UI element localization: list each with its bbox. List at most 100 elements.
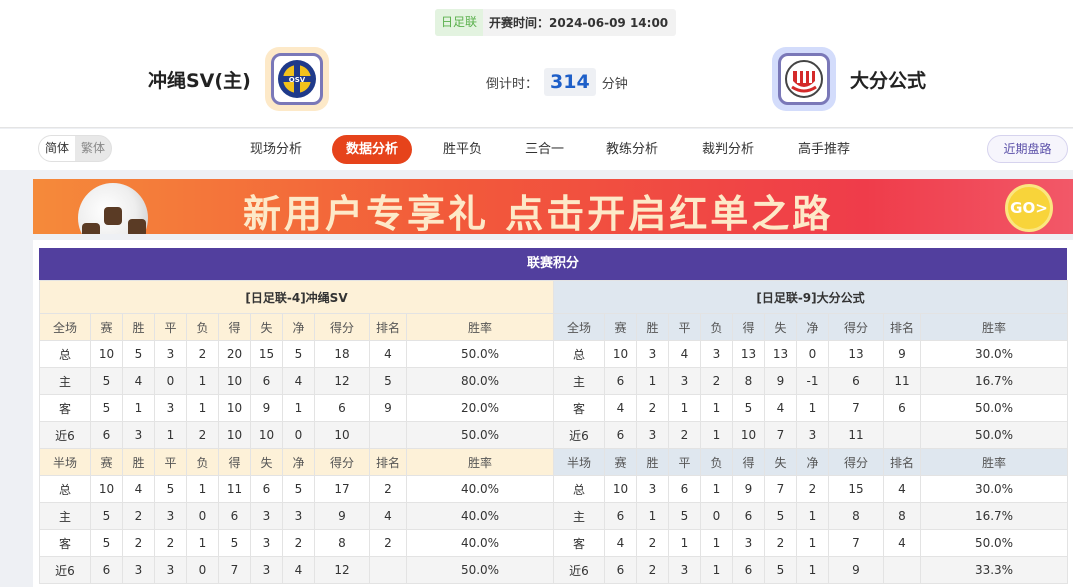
column-header: 得分 (314, 448, 370, 476)
table-cell: 10 (218, 421, 251, 449)
table-cell: 0 (186, 556, 219, 584)
away-team-logo[interactable] (772, 47, 836, 111)
home-team[interactable]: 冲绳SV(主) OSV (148, 47, 329, 111)
tab-coach-analysis[interactable]: 教练分析 (606, 142, 659, 157)
table-cell: 5 (282, 475, 315, 503)
table-cell: 6 (250, 475, 283, 503)
table-cell: 1 (700, 394, 733, 422)
column-header: 胜率 (920, 313, 1068, 341)
row-label: 客 (553, 394, 605, 422)
promo-banner[interactable]: 新用户专享礼 点击开启红单之路 GO> (33, 179, 1073, 234)
table-cell: 5 (732, 394, 765, 422)
table-cell: 2 (700, 367, 733, 395)
table-cell: 6 (90, 556, 123, 584)
table-cell: 4 (604, 394, 637, 422)
table-cell: 10 (732, 421, 765, 449)
language-toggle[interactable]: 简体 繁体 (38, 135, 113, 162)
full-column-header: 全场赛胜平负得失净得分 排名 胜率 (553, 313, 1068, 341)
row-label: 近6 (39, 556, 91, 584)
tab-win-draw-lose[interactable]: 胜平负 (443, 142, 483, 157)
column-header: 净 (282, 313, 315, 341)
table-cell: 9 (369, 394, 407, 422)
lang-traditional[interactable]: 繁体 (81, 141, 106, 155)
table-cell: 6 (314, 394, 370, 422)
osv-crest-icon: OSV (277, 60, 316, 98)
row-label: 近6 (39, 421, 91, 449)
table-row: 客 5 1 3 1 10 9 1 6 9 20.0% (39, 394, 554, 422)
table-row: 总 10 5 3 2 20 15 5 18 4 50.0% (39, 340, 554, 368)
table-cell: 4 (282, 556, 315, 584)
table-cell: 4 (369, 340, 407, 368)
table-cell: 5 (90, 367, 123, 395)
table-row: 近6 6 2 3 1 6 5 1 9 33.3% (553, 556, 1068, 584)
table-cell: 7 (764, 421, 797, 449)
table-cell: 6 (604, 421, 637, 449)
table-cell: 7 (218, 556, 251, 584)
column-header: 赛 (604, 448, 637, 476)
table-cell: 1 (700, 421, 733, 449)
go-coin-icon[interactable]: GO> (1005, 184, 1053, 232)
column-header: 得 (732, 448, 765, 476)
row-label: 客 (39, 394, 91, 422)
away-team-name[interactable]: 大分公式 (850, 69, 927, 92)
column-header: 负 (186, 448, 219, 476)
table-row: 主 5 2 3 0 6 3 3 9 4 40.0% (39, 502, 554, 530)
row-label: 客 (39, 529, 91, 557)
table-cell: 16.7% (920, 367, 1068, 395)
table-cell: 20 (218, 340, 251, 368)
table-cell: 12 (314, 367, 370, 395)
table-cell: 50.0% (920, 394, 1068, 422)
table-cell: 1 (636, 502, 669, 530)
table-cell: 16.7% (920, 502, 1068, 530)
column-header: 得 (218, 448, 251, 476)
table-cell: 5 (90, 502, 123, 530)
match-info: 日足联 开赛时间：2024-06-09 14:00 (435, 9, 677, 36)
away-team[interactable]: 大分公式 (772, 47, 926, 111)
table-cell: 13 (764, 340, 797, 368)
table-cell: 1 (668, 394, 701, 422)
table-cell: 5 (282, 340, 315, 368)
table-cell: 4 (883, 475, 921, 503)
table-cell: 3 (250, 529, 283, 557)
tab-referee-analysis[interactable]: 裁判分析 (702, 142, 755, 157)
row-label: 总 (39, 475, 91, 503)
table-cell: 17 (314, 475, 370, 503)
oita-crest-icon (785, 60, 823, 98)
table-cell: 3 (700, 340, 733, 368)
tab-expert-picks[interactable]: 高手推荐 (798, 142, 851, 157)
table-cell: 4 (122, 475, 155, 503)
table-row: 主 5 4 0 1 10 6 4 12 5 80.0% (39, 367, 554, 395)
table-cell: 2 (636, 556, 669, 584)
tab-data-analysis[interactable]: 数据分析 (332, 135, 413, 164)
table-cell: 5 (90, 394, 123, 422)
table-cell: 5 (122, 340, 155, 368)
league-badge[interactable]: 日足联 (435, 9, 484, 36)
table-cell: 3 (732, 529, 765, 557)
table-cell: 6 (218, 502, 251, 530)
table-cell: 9 (828, 556, 884, 584)
lang-simplified[interactable]: 简体 (39, 136, 76, 161)
banner-text: 新用户专享礼 点击开启红单之路 (243, 192, 834, 234)
home-team-name[interactable]: 冲绳SV(主) (148, 69, 251, 92)
table-cell: 1 (154, 421, 187, 449)
table-cell: 2 (186, 340, 219, 368)
column-header: 全场 (553, 313, 605, 341)
table-cell: 0 (700, 502, 733, 530)
table-cell: 40.0% (406, 475, 554, 503)
table-cell: 5 (764, 556, 797, 584)
table-cell: 30.0% (920, 340, 1068, 368)
table-cell: 0 (186, 502, 219, 530)
column-header: 净 (796, 313, 829, 341)
table-cell: 4 (369, 502, 407, 530)
table-cell: 1 (700, 475, 733, 503)
table-cell: 4 (883, 529, 921, 557)
table-cell: 2 (369, 529, 407, 557)
home-team-logo[interactable]: OSV (264, 47, 329, 111)
column-header: 负 (700, 448, 733, 476)
table-cell: 15 (250, 340, 283, 368)
tab-three-in-one[interactable]: 三合一 (525, 142, 565, 157)
tab-live-analysis[interactable]: 现场分析 (250, 142, 303, 157)
table-cell: 3 (154, 340, 187, 368)
recent-handicap-button[interactable]: 近期盘路 (987, 135, 1068, 163)
table-cell: 10 (90, 475, 123, 503)
